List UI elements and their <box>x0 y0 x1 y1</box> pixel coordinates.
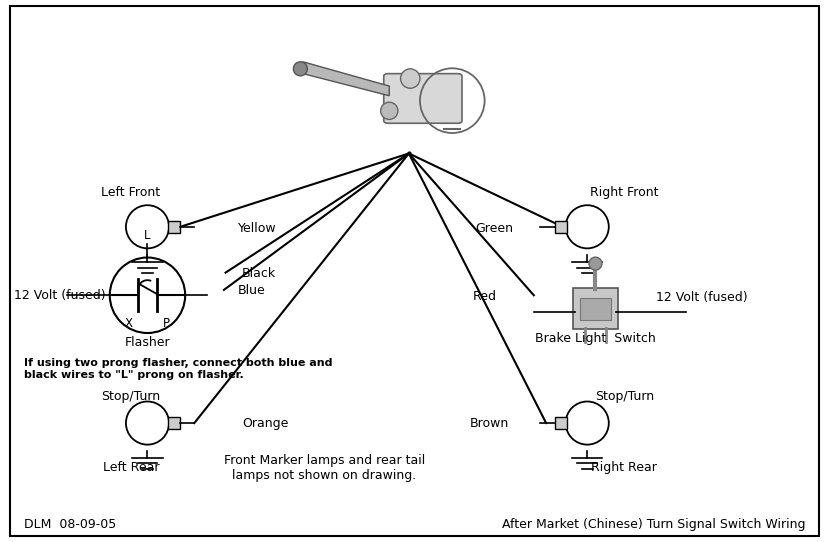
Text: DLM  08-09-05: DLM 08-09-05 <box>24 518 117 531</box>
Text: Orange: Orange <box>242 417 289 430</box>
Text: Front Marker lamps and rear tail
lamps not shown on drawing.: Front Marker lamps and rear tail lamps n… <box>223 454 425 482</box>
Polygon shape <box>303 62 390 96</box>
Bar <box>555 221 566 233</box>
Text: Brown: Brown <box>470 417 509 430</box>
Text: Green: Green <box>476 222 514 235</box>
Text: Brake Light  Switch: Brake Light Switch <box>535 332 656 345</box>
Ellipse shape <box>294 62 308 76</box>
Ellipse shape <box>589 257 602 270</box>
Text: P: P <box>163 317 170 330</box>
Text: Yellow: Yellow <box>238 222 276 235</box>
Text: Right Front: Right Front <box>590 186 658 199</box>
Text: 12 Volt (fused): 12 Volt (fused) <box>657 292 748 305</box>
Text: Blue: Blue <box>238 285 265 298</box>
Text: X: X <box>125 317 132 330</box>
Text: Right Rear: Right Rear <box>591 461 657 474</box>
Bar <box>168 417 180 429</box>
Text: L: L <box>144 229 151 242</box>
Bar <box>555 417 566 429</box>
Bar <box>168 221 180 233</box>
Text: If using two prong flasher, connect both blue and
black wires to "L" prong on fl: If using two prong flasher, connect both… <box>24 358 332 380</box>
Text: Left Rear: Left Rear <box>103 461 160 474</box>
Text: 12 Volt (fused): 12 Volt (fused) <box>14 289 105 302</box>
Text: Left Front: Left Front <box>102 186 160 199</box>
Text: Stop/Turn: Stop/Turn <box>102 390 160 403</box>
Ellipse shape <box>380 102 398 119</box>
Text: Stop/Turn: Stop/Turn <box>595 390 654 403</box>
FancyBboxPatch shape <box>573 288 618 329</box>
Text: Flasher: Flasher <box>125 335 170 349</box>
Ellipse shape <box>400 69 420 88</box>
Text: Black: Black <box>242 267 276 280</box>
Text: After Market (Chinese) Turn Signal Switch Wiring: After Market (Chinese) Turn Signal Switc… <box>501 518 805 531</box>
FancyBboxPatch shape <box>384 74 462 123</box>
Text: Red: Red <box>473 290 497 303</box>
FancyBboxPatch shape <box>581 298 610 320</box>
